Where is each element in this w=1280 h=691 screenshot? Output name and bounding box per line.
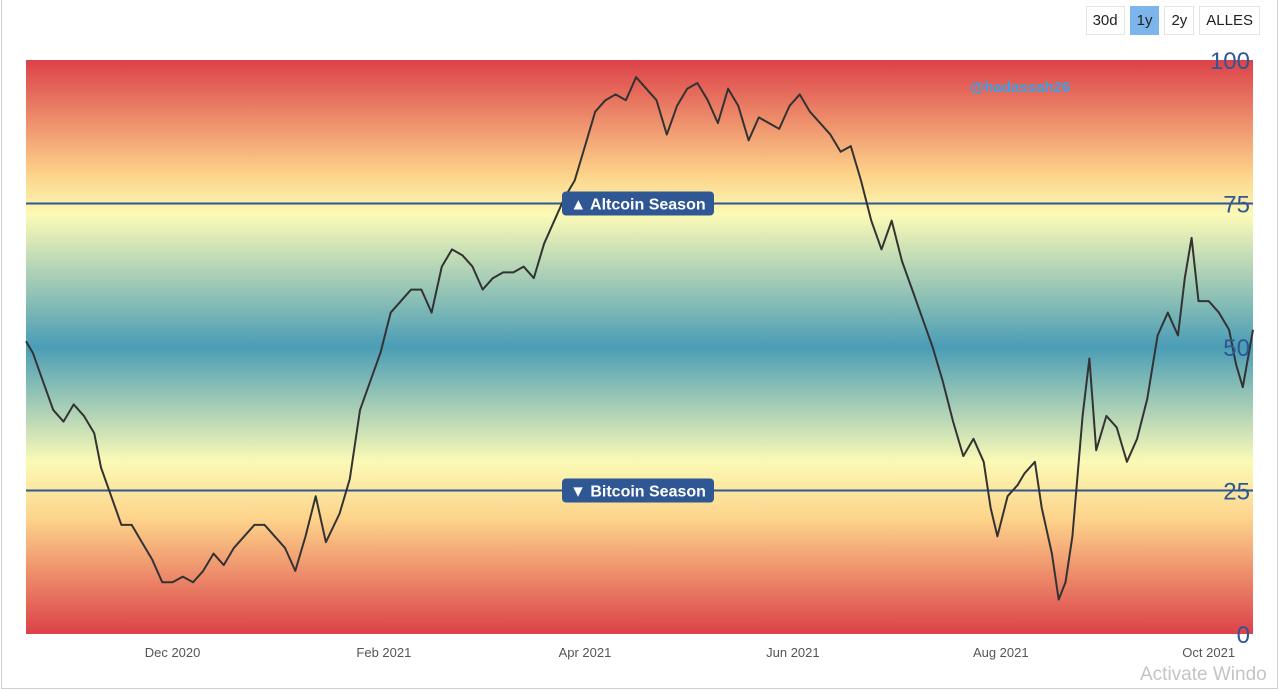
x-tick-label: Dec 2020 (145, 645, 201, 660)
y-tick-label: 75 (1223, 192, 1250, 219)
y-tick-label: 100 (1210, 48, 1250, 75)
range-button-2y[interactable]: 2y (1164, 6, 1195, 35)
author-annotation: @hadassah26 (970, 79, 1071, 96)
altcoin-index-line (25, 76, 1254, 601)
range-button-1y[interactable]: 1y (1129, 6, 1160, 35)
y-tick-label: 0 (1237, 622, 1250, 649)
range-button-all[interactable]: ALLES (1199, 6, 1260, 35)
range-button-30d[interactable]: 30d (1085, 6, 1125, 35)
altcoin-season-label: ▲ Altcoin Season (570, 197, 705, 214)
x-tick-label: Jun 2021 (766, 645, 820, 660)
altcoin-season-badge (562, 191, 714, 216)
x-tick-label: Apr 2021 (559, 645, 612, 660)
range-selector: 30d 1y 2y ALLES (1085, 6, 1260, 35)
x-tick-label: Oct 2021 (1182, 645, 1235, 660)
y-tick-label: 50 (1223, 335, 1250, 362)
activate-windows-watermark: Activate Windo (1140, 664, 1267, 685)
x-tick-label: Feb 2021 (356, 645, 411, 660)
bitcoin-season-badge (562, 478, 714, 503)
y-tick-label: 25 (1223, 479, 1250, 506)
x-tick-label: Aug 2021 (973, 645, 1029, 660)
bitcoin-season-label: ▼ Bitcoin Season (570, 484, 706, 501)
plot-background (26, 60, 1253, 634)
